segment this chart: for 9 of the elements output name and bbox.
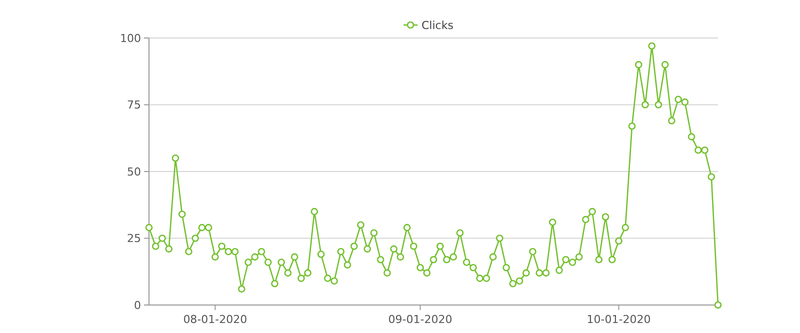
y-tick-label: 0 xyxy=(134,298,141,312)
legend-label: Clicks xyxy=(422,18,454,32)
y-tick-label: 75 xyxy=(127,98,141,112)
x-tick-label: 10-01-2020 xyxy=(586,313,651,326)
y-tick-label: 25 xyxy=(127,232,141,246)
x-tick-label: 08-01-2020 xyxy=(183,313,248,326)
y-tick-label: 50 xyxy=(127,165,141,178)
y-tick-label: 100 xyxy=(120,32,141,45)
x-tick-label: 09-01-2020 xyxy=(388,313,452,326)
